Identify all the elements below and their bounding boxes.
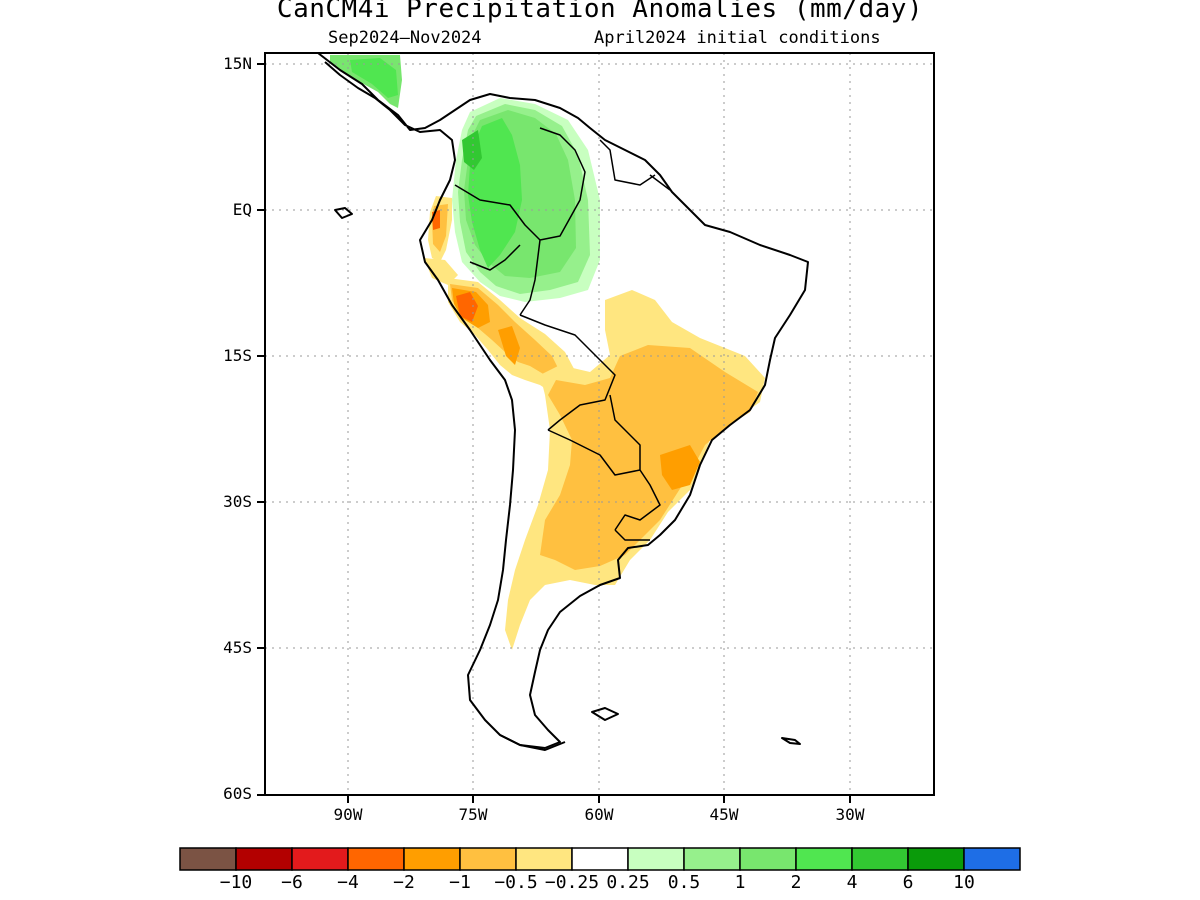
- lat-label-eq: EQ: [232, 200, 252, 219]
- season-subtitle: Sep2024–Nov2024: [328, 28, 482, 48]
- colorbar-swatch: [795, 847, 853, 871]
- brazil-dry-inner: [660, 445, 700, 490]
- colorbar-label: −4: [337, 872, 359, 893]
- colorbar-label: 10: [953, 872, 975, 893]
- colorbar-swatch: [571, 847, 629, 871]
- anomaly-shading: [330, 55, 765, 650]
- brazil-dry-med: [540, 345, 758, 570]
- colorbar: [179, 847, 1021, 871]
- colorbar-label: −6: [281, 872, 303, 893]
- lon-label-45w: 45W: [709, 805, 739, 824]
- colorbar-swatch: [291, 847, 349, 871]
- colorbar-swatch: [851, 847, 909, 871]
- lat-label-60s: 60S: [223, 784, 252, 803]
- coastlines: [317, 53, 809, 751]
- init-conditions-subtitle: April2024 initial conditions: [594, 28, 881, 48]
- south-georgia: [781, 737, 801, 745]
- colorbar-label: −0.25: [544, 872, 600, 893]
- colorbar-swatch: [235, 847, 293, 871]
- amazon-wet-stronger: [462, 130, 482, 170]
- lon-label-60w: 60W: [584, 805, 614, 824]
- colorbar-swatch: [459, 847, 517, 871]
- lat-label-30s: 30S: [223, 492, 252, 511]
- central-america-wet-core: [350, 58, 398, 98]
- colorbar-label: −1: [449, 872, 471, 893]
- tierra-del-fuego: [499, 734, 566, 751]
- colorbar-label: 1: [734, 872, 746, 893]
- colorbar-label: −10: [219, 872, 253, 893]
- galapagos: [334, 207, 353, 219]
- lat-label-45s: 45S: [223, 638, 252, 657]
- colorbar-swatch: [179, 847, 237, 871]
- colorbar-swatch: [347, 847, 405, 871]
- colorbar-swatch: [515, 847, 573, 871]
- colorbar-label: −0.5: [494, 872, 538, 893]
- colorbar-label: 2: [790, 872, 802, 893]
- colorbar-swatch: [403, 847, 461, 871]
- falkland-islands: [591, 707, 619, 721]
- axis-ticks: [257, 63, 851, 803]
- colorbar-swatch: [963, 847, 1021, 871]
- colorbar-swatch: [627, 847, 685, 871]
- lat-label-15n: 15N: [223, 54, 252, 73]
- lon-label-30w: 30W: [835, 805, 865, 824]
- lat-label-15s: 15S: [223, 346, 252, 365]
- graticule: [265, 53, 934, 795]
- country-borders: [454, 127, 671, 541]
- colorbar-label: 0.25: [606, 872, 650, 893]
- map-title: CanCM4i Precipitation Anomalies (mm/day): [276, 0, 924, 24]
- colorbar-swatch: [739, 847, 797, 871]
- colorbar-swatch: [907, 847, 965, 871]
- colorbar-label: −2: [393, 872, 415, 893]
- bolivia-dry: [498, 326, 520, 365]
- colorbar-swatch: [683, 847, 741, 871]
- colorbar-label: 4: [846, 872, 858, 893]
- ecuador-dry-core: [432, 210, 440, 230]
- lon-label-75w: 75W: [458, 805, 488, 824]
- south-america-coastline: [317, 53, 809, 749]
- colorbar-label: 0.5: [667, 872, 701, 893]
- lon-label-90w: 90W: [333, 805, 363, 824]
- colorbar-label: 6: [902, 872, 914, 893]
